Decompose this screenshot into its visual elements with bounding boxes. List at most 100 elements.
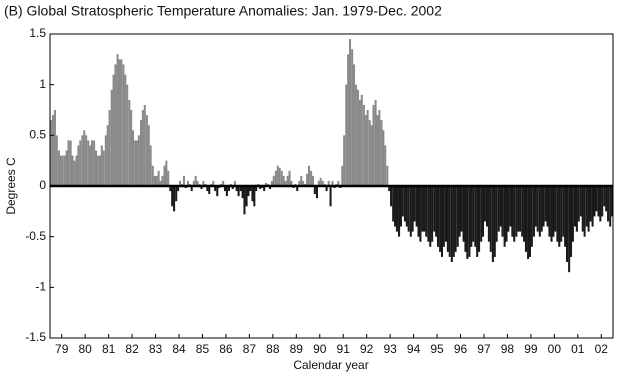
bar bbox=[491, 186, 494, 262]
bar bbox=[245, 186, 248, 207]
bar bbox=[147, 125, 150, 186]
bar bbox=[550, 186, 553, 242]
bar bbox=[446, 186, 449, 252]
bar bbox=[501, 186, 504, 237]
bar bbox=[376, 115, 379, 186]
bar bbox=[448, 186, 451, 257]
bar bbox=[583, 186, 586, 237]
bar bbox=[178, 180, 181, 186]
bar bbox=[163, 165, 166, 186]
bar bbox=[126, 84, 129, 186]
bar bbox=[452, 186, 455, 257]
bar bbox=[540, 186, 543, 232]
bar bbox=[417, 186, 420, 237]
x-tick-label: 80 bbox=[79, 342, 93, 356]
bar bbox=[169, 186, 172, 192]
bar bbox=[216, 186, 219, 197]
bar bbox=[352, 64, 356, 186]
x-tick-label: 91 bbox=[337, 342, 351, 356]
bar bbox=[194, 175, 197, 186]
bar bbox=[319, 177, 322, 186]
bar bbox=[433, 186, 436, 232]
bar bbox=[470, 186, 473, 247]
bar bbox=[536, 186, 539, 232]
bar bbox=[521, 186, 524, 237]
bar bbox=[544, 186, 547, 222]
bar bbox=[286, 175, 289, 186]
bar bbox=[368, 120, 371, 186]
bar bbox=[405, 186, 408, 227]
bar bbox=[607, 186, 610, 222]
bar bbox=[564, 186, 567, 247]
bar bbox=[214, 186, 217, 192]
bar bbox=[343, 135, 346, 186]
bar bbox=[298, 180, 301, 186]
bar bbox=[247, 186, 250, 197]
bar bbox=[231, 186, 234, 190]
bar bbox=[595, 186, 598, 212]
bar bbox=[151, 165, 154, 186]
x-tick-label: 90 bbox=[313, 342, 327, 356]
x-axis-label: Calendar year bbox=[293, 358, 368, 372]
bar bbox=[311, 175, 314, 186]
bar bbox=[427, 186, 430, 242]
bar bbox=[55, 135, 58, 186]
bar bbox=[532, 186, 535, 237]
bar bbox=[593, 186, 596, 217]
bar bbox=[122, 64, 125, 186]
bar bbox=[206, 186, 209, 192]
bar bbox=[554, 186, 557, 232]
bar bbox=[527, 186, 530, 259]
bar bbox=[321, 180, 324, 186]
bar bbox=[255, 186, 258, 192]
bar bbox=[139, 120, 143, 186]
bar bbox=[556, 186, 559, 242]
bar bbox=[415, 186, 418, 227]
bar bbox=[167, 170, 170, 186]
bar bbox=[329, 186, 332, 207]
bar bbox=[382, 130, 385, 186]
bar bbox=[235, 186, 238, 192]
bar bbox=[302, 180, 305, 186]
bar bbox=[534, 186, 537, 227]
x-tick-label: 79 bbox=[55, 342, 69, 356]
bar bbox=[159, 180, 162, 186]
bar bbox=[300, 175, 303, 186]
x-tick-label: 92 bbox=[360, 342, 374, 356]
bar bbox=[253, 186, 256, 207]
bar bbox=[435, 186, 438, 237]
bar bbox=[354, 84, 357, 186]
bar bbox=[439, 186, 442, 252]
bar bbox=[104, 135, 107, 186]
bar bbox=[269, 186, 272, 190]
bar bbox=[249, 186, 252, 192]
bar bbox=[409, 186, 412, 237]
bar bbox=[599, 186, 602, 222]
bar bbox=[468, 186, 471, 257]
bar bbox=[472, 186, 475, 242]
bar bbox=[90, 140, 94, 186]
bar bbox=[460, 186, 463, 232]
bar bbox=[483, 186, 486, 222]
bar bbox=[341, 165, 344, 186]
bar bbox=[233, 180, 236, 186]
bar bbox=[331, 180, 334, 186]
bar bbox=[507, 186, 510, 232]
bar bbox=[325, 186, 328, 192]
bar bbox=[524, 186, 527, 252]
bar bbox=[480, 186, 483, 242]
bar bbox=[284, 180, 287, 186]
chart-title: (B) Global Stratospheric Temperature Ano… bbox=[4, 3, 442, 19]
bar bbox=[349, 39, 352, 186]
bar bbox=[118, 59, 121, 187]
bar bbox=[251, 186, 254, 202]
bar bbox=[358, 99, 361, 186]
bar bbox=[364, 115, 367, 186]
x-tick-label: 98 bbox=[501, 342, 515, 356]
bar bbox=[67, 140, 70, 186]
bar bbox=[222, 180, 225, 186]
bar bbox=[519, 186, 522, 232]
y-tick-label: 0.5 bbox=[29, 128, 46, 142]
bar bbox=[436, 186, 440, 247]
